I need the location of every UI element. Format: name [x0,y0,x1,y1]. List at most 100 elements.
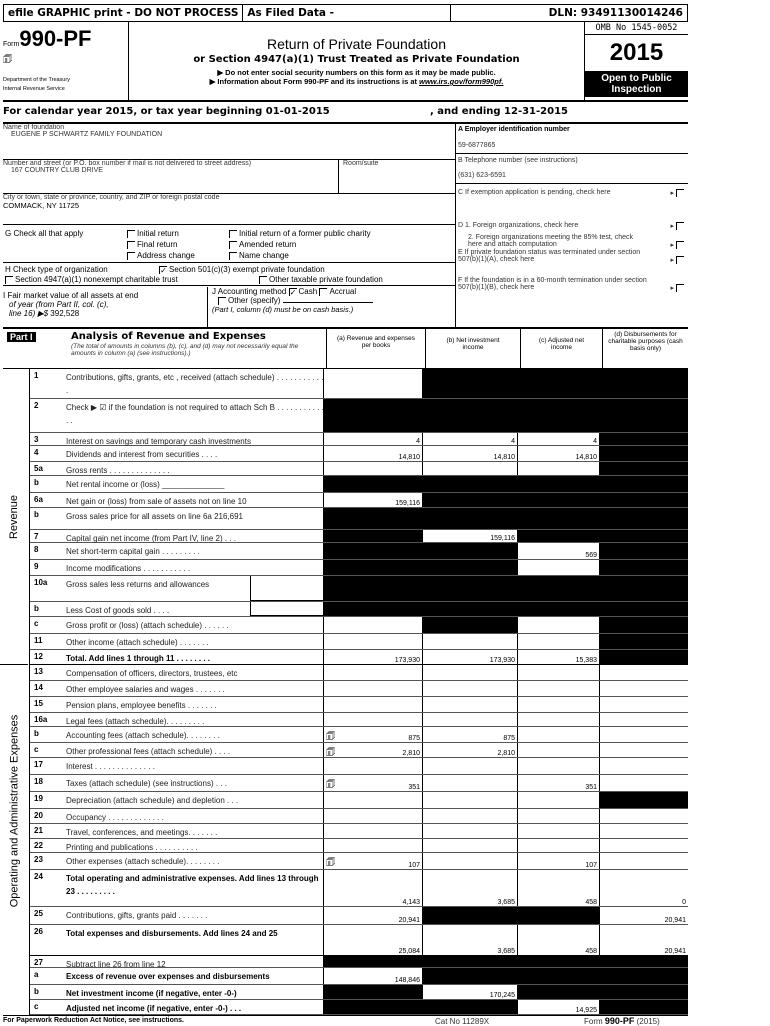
col-d-value[interactable] [599,697,688,712]
col-a-value[interactable] [323,758,422,774]
col-b-value[interactable]: 2,810 [422,743,517,757]
col-a-value[interactable] [323,839,422,852]
col-b-value[interactable] [422,839,517,852]
col-a-value[interactable]: 4 [323,433,422,445]
col-c-value[interactable] [517,634,599,649]
col-c-value[interactable]: 15,383 [517,650,599,664]
col-a-value[interactable]: 875 [323,727,422,742]
col-d-value[interactable]: 0 [599,870,688,906]
col-a-value[interactable]: 107 [323,853,422,869]
col-a-value[interactable] [323,681,422,696]
col-c-value[interactable] [517,462,599,475]
col-c-value[interactable] [517,809,599,823]
cash-checkbox[interactable]: ✓ [288,287,297,297]
col-b-value[interactable] [422,665,517,680]
col-b-value[interactable]: 3,685 [422,925,517,955]
col-c-value[interactable] [517,617,599,633]
col-c-value[interactable]: 14,810 [517,446,599,461]
col-c-value[interactable] [517,758,599,774]
attachment-icon[interactable]: 🗊 [326,857,336,868]
col-d-value[interactable] [599,665,688,680]
col-b-value[interactable]: 875 [422,727,517,742]
col-c-value[interactable]: 458 [517,870,599,906]
col-a-value[interactable]: 173,930 [323,650,422,664]
col-a-value[interactable]: 14,810 [323,446,422,461]
col-d-value[interactable] [599,775,688,791]
col-b-value[interactable]: 173,930 [422,650,517,664]
col-a-value[interactable]: 351 [323,775,422,791]
other-taxable-checkbox[interactable] [259,275,267,284]
inline-amount-field[interactable] [250,602,323,616]
col-b-value[interactable] [422,634,517,649]
col-a-value[interactable] [323,369,422,398]
col-a-value[interactable] [323,617,422,633]
col-d-value[interactable] [599,809,688,823]
col-b-value[interactable]: 170,245 [422,985,517,999]
d1-checkbox[interactable] [676,222,684,231]
col-d-value[interactable] [599,853,688,869]
name-change-checkbox[interactable] [229,251,237,260]
col-d-value[interactable] [599,758,688,774]
col-a-value[interactable] [323,809,422,823]
f-checkbox[interactable] [676,284,684,293]
address-change-checkbox[interactable] [127,251,135,260]
col-d-value[interactable] [599,681,688,696]
col-a-value[interactable] [323,665,422,680]
col-c-value[interactable]: 4 [517,433,599,445]
col-c-value[interactable] [517,727,599,742]
col-c-value[interactable] [517,665,599,680]
other-method-input[interactable] [282,302,373,303]
col-b-value[interactable]: 14,810 [422,446,517,461]
4947-checkbox[interactable] [5,275,13,284]
col-a-value[interactable]: 25,084 [323,925,422,955]
col-c-value[interactable] [517,713,599,726]
col-b-value[interactable] [422,824,517,838]
attachment-icon[interactable]: 🗊 [326,779,336,790]
col-c-value[interactable] [517,824,599,838]
col-c-value[interactable] [517,560,599,575]
final-return-checkbox[interactable] [127,240,135,249]
col-b-value[interactable] [422,775,517,791]
col-b-value[interactable] [422,462,517,475]
col-c-value[interactable]: 14,925 [517,1000,599,1014]
col-d-value[interactable] [599,824,688,838]
c-checkbox[interactable] [676,189,684,198]
col-c-value[interactable] [517,743,599,757]
col-c-value[interactable]: 351 [517,775,599,791]
col-a-value[interactable]: 4,143 [323,870,422,906]
col-b-value[interactable] [422,792,517,808]
accrual-checkbox[interactable] [319,287,328,296]
col-c-value[interactable] [517,681,599,696]
inline-amount-field[interactable] [250,576,323,601]
col-c-value[interactable] [517,792,599,808]
col-b-value[interactable]: 159,116 [422,530,517,542]
col-c-value[interactable] [517,839,599,852]
amended-return-checkbox[interactable] [229,240,237,249]
col-a-value[interactable] [323,824,422,838]
col-c-value[interactable]: 569 [517,543,599,559]
col-a-value[interactable] [323,792,422,808]
col-b-value[interactable]: 4 [422,433,517,445]
501c3-checkbox[interactable]: ✓ [159,265,167,275]
d2-checkbox[interactable] [676,241,684,250]
col-d-value[interactable]: 20,941 [599,925,688,955]
col-a-value[interactable] [323,697,422,712]
col-d-value[interactable] [599,743,688,757]
col-d-value[interactable]: 20,941 [599,907,688,924]
irs-link[interactable]: www.irs.gov/form990pf. [419,77,504,86]
former-public-charity-checkbox[interactable] [229,229,237,238]
col-a-value[interactable] [323,462,422,475]
attachment-icon[interactable]: 🗊 [326,747,336,758]
col-b-value[interactable] [422,853,517,869]
col-d-value[interactable] [599,713,688,726]
e-checkbox[interactable] [676,256,684,265]
col-a-value[interactable] [323,713,422,726]
col-b-value[interactable] [422,758,517,774]
col-c-value[interactable]: 107 [517,853,599,869]
other-method-checkbox[interactable] [218,296,226,305]
col-a-value[interactable]: 148,846 [323,968,422,984]
col-b-value[interactable] [422,809,517,823]
col-d-value[interactable] [599,839,688,852]
col-b-value[interactable] [422,681,517,696]
col-a-value[interactable]: 2,810 [323,743,422,757]
